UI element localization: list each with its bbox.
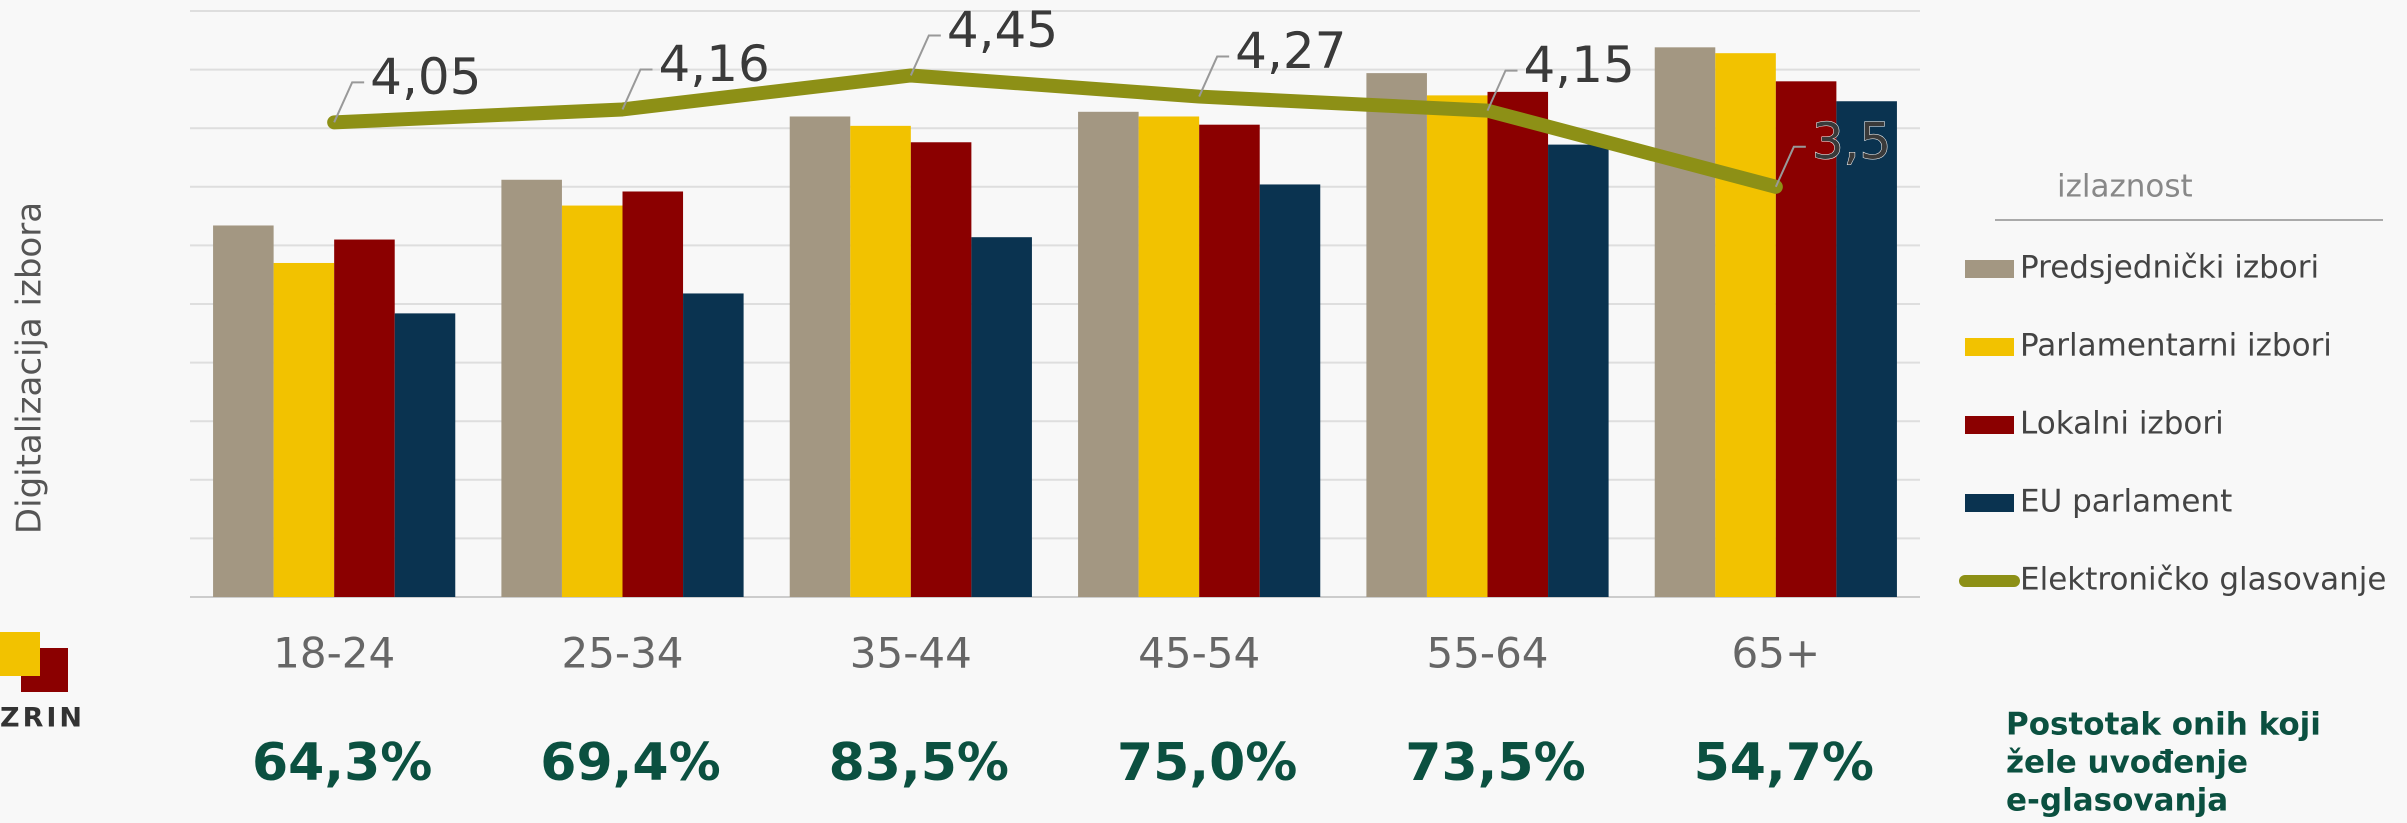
data-label: 4,16 [659, 35, 770, 93]
leader-line [1486, 69, 1518, 112]
data-label: 4,45 [947, 1, 1058, 59]
legend-label: Elektroničko glasovanje [2020, 562, 2386, 598]
y-axis-label: Digitalizacija izbora [10, 202, 50, 534]
legend-swatch [1965, 416, 2014, 434]
x-tick-label: 45-54 [1138, 629, 1260, 678]
bar [561, 205, 623, 597]
leader-line [621, 68, 653, 110]
legend-swatch [1965, 260, 2014, 278]
bar [1654, 47, 1716, 597]
leader-line [1774, 145, 1806, 188]
bar [1138, 116, 1200, 597]
bar [1715, 53, 1776, 597]
logo-square [21, 648, 40, 676]
logo-text: ZRIN [0, 703, 85, 734]
bar [850, 125, 911, 597]
footer-value: 64,3% [252, 733, 432, 793]
bar [1548, 144, 1609, 597]
legend-label: EU parlament [2020, 484, 2232, 520]
bar [1836, 101, 1897, 597]
bar [501, 179, 562, 597]
bar [273, 262, 335, 597]
data-label: 4,15 [1524, 36, 1635, 94]
bar [394, 313, 456, 597]
x-tick-label: 35-44 [850, 629, 972, 678]
bar [1366, 73, 1427, 598]
line [327, 68, 1783, 194]
footer-title: žele uvođenje [2006, 745, 2248, 781]
bar [334, 239, 395, 598]
leader-line [909, 34, 941, 76]
bar [213, 225, 274, 597]
bar [971, 237, 1032, 598]
footer-title: Postotak onih koji [2006, 707, 2321, 743]
bar [1199, 124, 1260, 598]
legend-label: Predsjednički izbori [2020, 250, 2319, 286]
footer-value: 69,4% [540, 733, 720, 793]
footer-value: 75,0% [1117, 733, 1297, 793]
leader-line [1198, 55, 1230, 97]
bar [683, 293, 744, 597]
footer-value: 83,5% [829, 733, 1009, 793]
data-label: 4,27 [1235, 22, 1346, 80]
legend-title: izlaznost [2057, 169, 2193, 205]
footer-value: 73,5% [1405, 733, 1585, 793]
bar [1078, 111, 1139, 598]
bar [1426, 95, 1488, 597]
data-label: 3,5 [1812, 112, 1892, 170]
bar [1259, 184, 1321, 597]
bar [1487, 91, 1549, 598]
legend-swatch [1965, 494, 2014, 512]
x-tick-label: 65+ [1732, 629, 1821, 678]
legend-swatch [1965, 338, 2014, 356]
legend-label: Parlamentarni izbori [2020, 328, 2332, 364]
data-label: 4,05 [370, 48, 481, 106]
x-tick-label: 18-24 [273, 629, 395, 678]
leader-line [333, 81, 365, 123]
footer-title: e-glasovanja [2006, 783, 2228, 819]
bar [1775, 81, 1837, 597]
legend-label: Lokalni izbori [2020, 406, 2224, 442]
x-tick-label: 25-34 [561, 629, 683, 678]
bar [622, 191, 684, 597]
x-tick-label: 55-64 [1426, 629, 1548, 678]
footer-value: 54,7% [1694, 733, 1874, 793]
bar [789, 116, 851, 597]
bar [910, 142, 972, 597]
